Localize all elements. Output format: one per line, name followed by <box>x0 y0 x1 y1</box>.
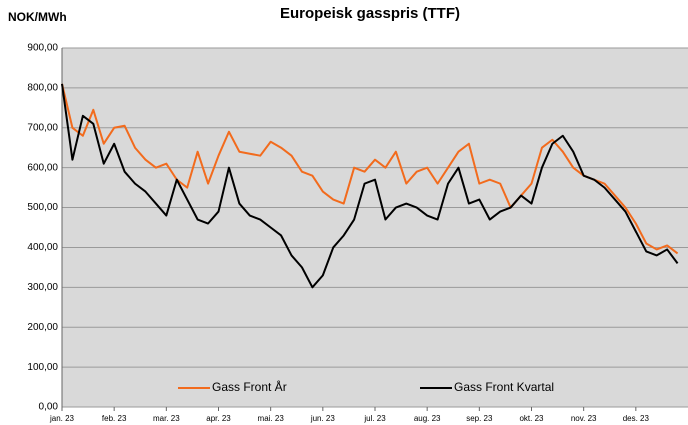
y-tick-label: 800,00 <box>27 83 58 94</box>
y-axis-label: NOK/MWh <box>8 10 67 24</box>
y-tick-label: 600,00 <box>27 162 58 173</box>
x-tick-label: jul. 23 <box>363 414 386 423</box>
x-tick-label: feb. 23 <box>102 414 127 423</box>
x-tick-label: des. 23 <box>623 414 650 423</box>
x-tick-label: jun. 23 <box>310 414 336 423</box>
plot-area <box>62 48 688 407</box>
x-tick-label: mai. 23 <box>258 414 285 423</box>
legend-label: Gass Front Kvartal <box>454 380 554 394</box>
line-series <box>61 83 679 255</box>
x-tick-label: apr. 23 <box>206 414 231 423</box>
line-series <box>61 83 679 289</box>
x-tick-label: mar. 23 <box>153 414 180 423</box>
x-tick-label: okt. 23 <box>519 414 544 423</box>
y-tick-label: 500,00 <box>27 202 58 213</box>
y-tick-label: 300,00 <box>27 282 58 293</box>
x-tick-label: jan. 23 <box>49 414 75 423</box>
y-tick-label: 0,00 <box>39 402 59 413</box>
y-tick-label: 900,00 <box>27 43 58 54</box>
y-tick-label: 400,00 <box>27 242 58 253</box>
x-tick-label: nov. 23 <box>571 414 597 423</box>
y-tick-label: 700,00 <box>27 122 58 133</box>
chart-title: Europeisk gasspris (TTF) <box>280 5 460 22</box>
x-tick-label: sep. 23 <box>466 414 493 423</box>
y-tick-label: 200,00 <box>27 322 58 333</box>
y-tick-label: 100,00 <box>27 362 58 373</box>
legend-label: Gass Front År <box>212 379 287 394</box>
x-tick-label: aug. 23 <box>414 414 441 423</box>
